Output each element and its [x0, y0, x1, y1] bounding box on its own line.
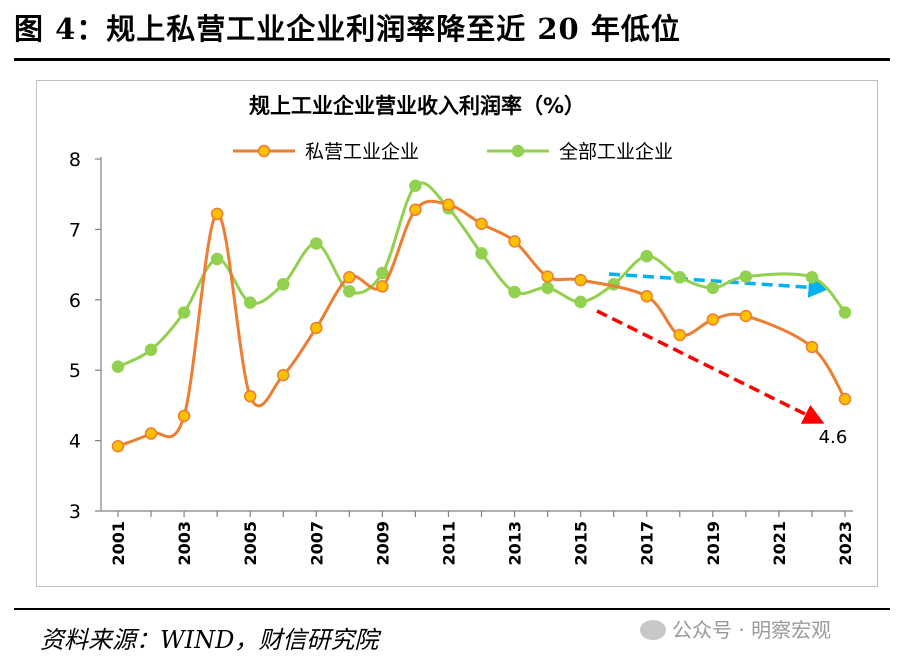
series-line-all: [117, 181, 847, 369]
end-value-label: 4.6: [819, 427, 848, 448]
data-point-all: [177, 306, 191, 319]
data-point-private: [640, 290, 653, 303]
data-point-private: [475, 217, 488, 231]
x-tick-label: 2021: [770, 521, 789, 566]
series-line-private: [117, 199, 847, 448]
line-chart: 规上工业企业营业收入利润率（%） 私营工业企业 全部工业企业 3 4 5 6 7 8 2001…: [69, 94, 855, 566]
legend-label: 全部工业企业: [559, 141, 673, 163]
data-point-private: [177, 409, 191, 423]
data-point-all: [673, 271, 687, 284]
all-trend-arrow: [608, 272, 830, 298]
wechat-icon: [640, 619, 666, 640]
data-point-all: [475, 247, 488, 260]
data-point-private: [276, 368, 290, 382]
y-tick-label: 8: [69, 149, 81, 171]
data-point-all: [343, 285, 356, 298]
x-tick-label: 2005: [241, 521, 260, 566]
data-point-private: [541, 270, 554, 283]
x-tick-label: 2019: [704, 521, 723, 566]
data-point-private: [310, 321, 323, 335]
y-tick-label: 5: [69, 360, 81, 382]
data-point-private: [243, 389, 257, 403]
legend-marker: [511, 144, 525, 158]
data-point-all: [706, 281, 720, 295]
legend-item-all: 全部工业企业: [487, 141, 673, 163]
legend-label: 私营工业企业: [305, 141, 419, 163]
data-point-all: [243, 296, 257, 309]
title-rule: [14, 58, 890, 61]
y-tick-label: 7: [69, 219, 81, 241]
data-point-all: [640, 249, 653, 263]
data-point-private: [508, 235, 521, 248]
legend: 私营工业企业 全部工业企业: [233, 141, 673, 163]
data-point-all: [310, 237, 323, 250]
trend-arrows: [596, 272, 830, 424]
y-tick-label: 4: [69, 431, 81, 453]
x-tick-label: 2009: [373, 521, 392, 566]
data-point-private: [210, 207, 224, 221]
data-point-private: [343, 271, 356, 284]
figure-title: 图 4：规上私营工业企业利润率降至近 20 年低位: [14, 12, 681, 46]
x-tick-label: 2017: [638, 521, 657, 566]
watermark-text: 公众号 · 明察宏观: [672, 618, 832, 642]
x-tick-label: 2011: [439, 521, 458, 566]
data-point-private: [838, 392, 852, 406]
watermark: 公众号 · 明察宏观: [640, 614, 831, 643]
chart-frame: 规上工业企业营业收入利润率（%） 私营工业企业 全部工业企业 3 4 5 6 7 8 2001…: [36, 80, 878, 587]
x-tick-label: 2001: [109, 521, 128, 566]
data-point-all: [838, 306, 852, 319]
x-tick-label: 2007: [307, 521, 326, 566]
data-point-private: [574, 273, 587, 287]
data-point-all: [376, 266, 389, 280]
data-point-all: [111, 360, 125, 373]
data-point-all: [508, 285, 521, 299]
axes: 3 4 5 6 7 8 2001 2003 2005 2007 2009 2011 2013 2015 20…: [69, 149, 855, 566]
data-point-all: [409, 179, 422, 193]
series-layer: [111, 179, 852, 453]
legend-marker: [257, 144, 271, 158]
x-tick-label: 2015: [572, 521, 591, 566]
private-trend-arrow: [596, 309, 825, 424]
y-tick-label: 3: [69, 501, 81, 523]
data-point-private: [144, 427, 158, 440]
data-point-all: [276, 278, 290, 291]
chart-title: 规上工业企业营业收入利润率（%）: [249, 94, 585, 118]
source-rule: [14, 608, 890, 610]
data-point-all: [541, 281, 554, 295]
x-tick-label: 2023: [836, 521, 855, 566]
data-point-all: [210, 252, 224, 266]
data-point-private: [442, 198, 455, 212]
x-tick-label: 2013: [506, 521, 525, 566]
data-point-all: [574, 295, 587, 309]
data-point-private: [805, 340, 819, 354]
data-point-private: [706, 313, 720, 326]
data-point-private: [673, 328, 687, 342]
data-point-all: [805, 271, 819, 284]
legend-item-private: 私营工业企业: [233, 141, 419, 163]
x-tick-label: 2003: [175, 521, 194, 566]
data-point-private: [739, 309, 753, 323]
series-private: [111, 198, 852, 453]
data-point-all: [144, 343, 158, 357]
y-tick-label: 6: [69, 290, 81, 312]
source-note: 资料来源：WIND，财信研究院: [40, 626, 379, 654]
data-point-private: [409, 203, 422, 216]
data-point-private: [111, 439, 125, 453]
data-point-private: [376, 280, 389, 293]
data-point-all: [739, 270, 753, 283]
series-all: [111, 179, 852, 373]
